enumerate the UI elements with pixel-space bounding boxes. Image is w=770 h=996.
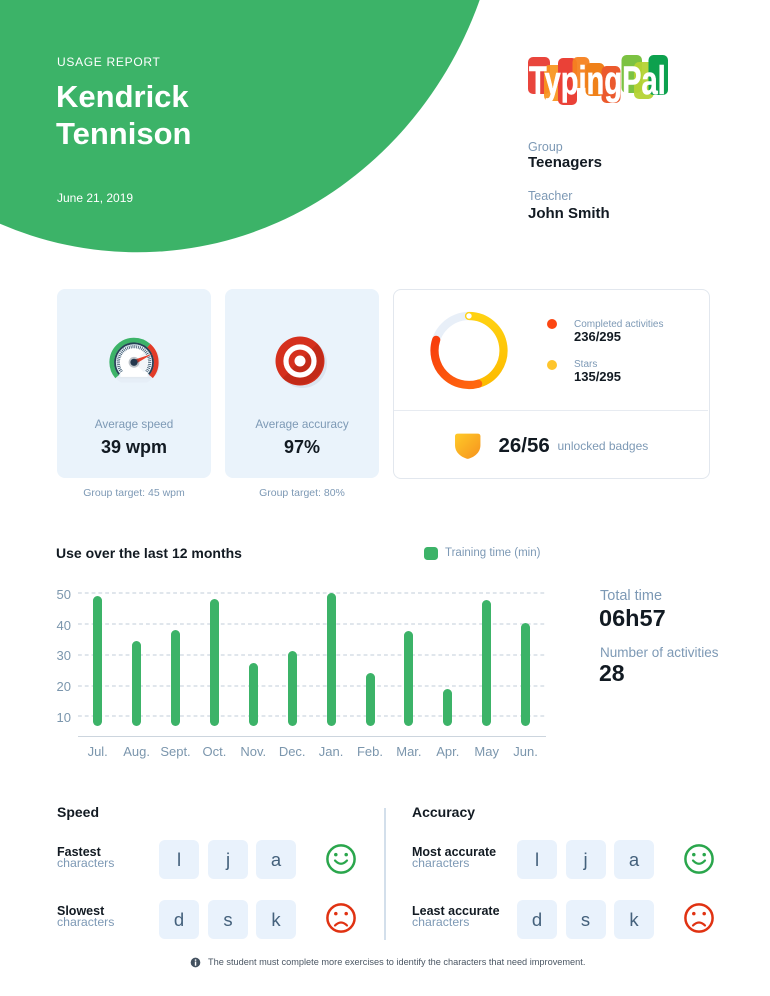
svg-text:TypingPal: TypingPal — [529, 59, 666, 104]
